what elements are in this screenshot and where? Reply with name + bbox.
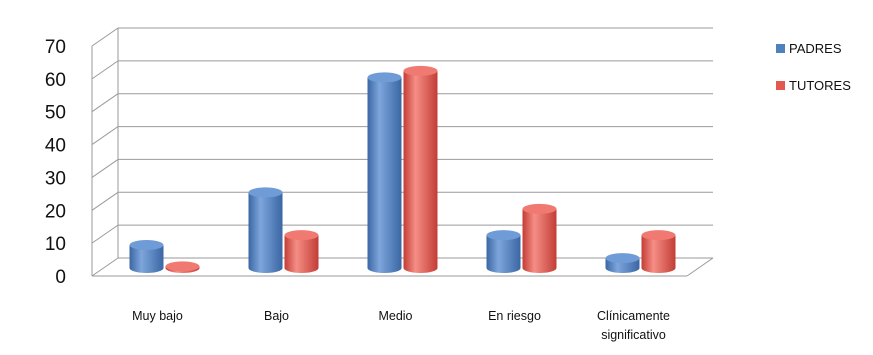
legend-swatch-padres <box>776 44 785 53</box>
y-tick-label: 20 <box>45 201 66 222</box>
bar-top <box>248 187 283 198</box>
bar-base <box>248 263 283 273</box>
gridline-side <box>91 126 119 145</box>
bar-base <box>129 263 164 273</box>
y-tick-label: 60 <box>45 70 66 91</box>
gridline-side <box>91 159 119 178</box>
bar-padres-1 <box>248 187 283 273</box>
bar-padres-0 <box>129 240 164 273</box>
bar-base <box>522 263 557 273</box>
bar-base <box>284 263 319 273</box>
gridline-side <box>91 191 119 211</box>
bar-base <box>486 263 521 273</box>
bar-body <box>367 77 402 268</box>
label-layer: 0 10 20 30 40 50 60 70 Muy bajo Bajo Medio En riesg… <box>45 37 670 342</box>
gridline-side <box>91 224 119 244</box>
x-tick-label: En riesgo <box>488 309 541 323</box>
bar-tutores-2 <box>403 65 438 273</box>
legend: PADRES TUTORES <box>776 41 851 93</box>
legend-swatch-tutores <box>776 81 785 90</box>
x-tick-label: significativo <box>601 328 666 342</box>
bar-base <box>403 263 438 273</box>
bar-tutores-0 <box>165 261 200 273</box>
bar-top <box>367 72 402 83</box>
bar-padres-2 <box>367 72 402 273</box>
bar-body <box>522 208 557 268</box>
bar-top <box>486 230 521 241</box>
bar-top <box>129 240 164 250</box>
legend-label-tutores: TUTORES <box>789 78 851 93</box>
bar-top <box>165 261 200 272</box>
grid-layer <box>91 27 713 277</box>
bar-body <box>486 235 521 268</box>
y-tick-label: 10 <box>45 234 66 255</box>
bar-body <box>248 192 283 268</box>
bar-base <box>641 263 676 273</box>
y-tick-label: 0 <box>55 267 66 288</box>
bar-body <box>641 235 676 268</box>
gridline-side <box>91 27 119 47</box>
bar-tutores-1 <box>284 230 319 273</box>
y-tick-label: 50 <box>45 103 66 124</box>
bar-padres-4 <box>605 253 640 273</box>
bar-base <box>367 263 402 273</box>
x-tick-label: Muy bajo <box>132 309 183 323</box>
bar-padres-3 <box>486 230 521 273</box>
y-tick-label: 40 <box>45 136 66 157</box>
bar-top <box>284 230 319 241</box>
bar-top <box>522 203 557 214</box>
bar-body <box>284 235 319 268</box>
gridline-side <box>91 93 119 113</box>
axis-layer <box>91 46 714 277</box>
bar-layer <box>129 65 676 273</box>
legend-label-padres: PADRES <box>789 41 842 56</box>
gridline-side <box>91 257 119 277</box>
gridline-side <box>91 60 119 80</box>
bar-top <box>605 253 640 264</box>
bar-top <box>641 230 676 241</box>
bar-body <box>403 70 438 268</box>
x-tick-label: Medio <box>378 309 412 323</box>
bar-body <box>129 245 164 268</box>
bar-base <box>605 263 640 273</box>
x-tick-label: Clínicamente <box>597 309 670 323</box>
y-tick-label: 30 <box>45 168 66 189</box>
y-tick-label: 70 <box>45 37 66 58</box>
x-tick-label: Bajo <box>264 309 289 323</box>
bar-top <box>403 65 438 76</box>
bar-tutores-4 <box>641 230 676 273</box>
floor-right-edge <box>686 257 714 277</box>
bar-tutores-3 <box>522 203 557 273</box>
